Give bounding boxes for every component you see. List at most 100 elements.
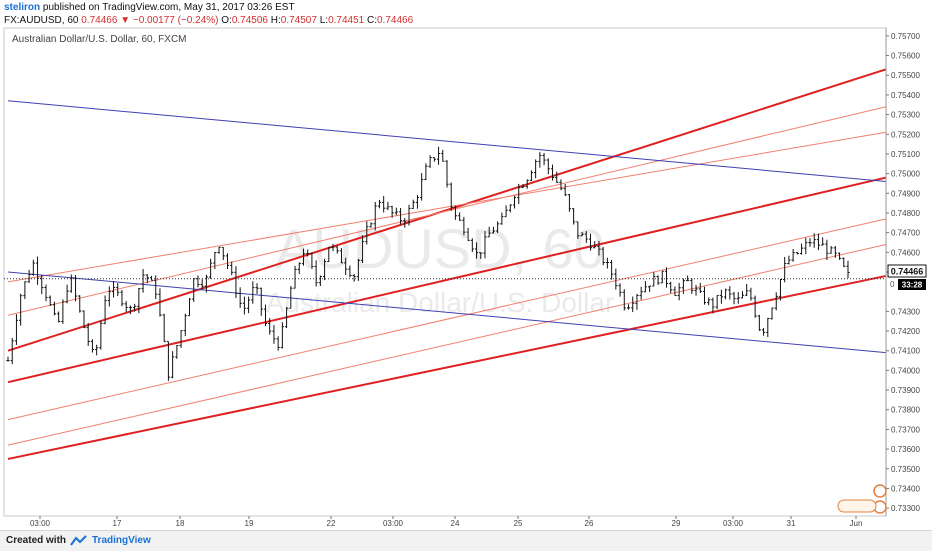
candle: [846, 260, 850, 279]
publisher-username[interactable]: steliron: [4, 2, 41, 13]
candle: [48, 295, 52, 306]
candle: [707, 297, 711, 306]
candle: [491, 226, 496, 234]
price-tick-label: 0.75200: [891, 130, 920, 139]
candle: [251, 281, 255, 304]
flag-icon[interactable]: [873, 484, 887, 498]
candle: [804, 237, 808, 255]
candle: [504, 205, 508, 218]
candle: [386, 201, 390, 211]
candle: [555, 171, 559, 184]
candle: [799, 243, 804, 255]
candle: [842, 257, 846, 268]
candle: [550, 164, 555, 181]
candle: [643, 281, 647, 293]
candle: [479, 252, 483, 259]
candle: [289, 286, 293, 309]
candle-series[interactable]: [6, 146, 850, 381]
candle: [496, 221, 500, 234]
trendline-thick[interactable]: [7, 68, 887, 352]
candle: [44, 284, 48, 302]
candle: [352, 273, 356, 282]
candle: [69, 274, 73, 293]
trendline-thick[interactable]: [7, 176, 887, 384]
candle: [462, 216, 466, 236]
candle: [702, 286, 707, 305]
tradingview-brand-link[interactable]: TradingView: [92, 535, 151, 546]
candle: [268, 318, 272, 335]
candle: [648, 285, 652, 292]
price-tick-label: 0.75000: [891, 170, 920, 179]
time-tick-label: 26: [585, 519, 594, 528]
candle: [588, 233, 593, 251]
price-chart[interactable]: AUDUSD, 60 Australian Dollar/U.S. Dollar…: [0, 0, 932, 530]
candle: [466, 227, 470, 242]
price-tick-label: 0.75400: [891, 91, 920, 100]
trendline-thick[interactable]: [7, 274, 887, 460]
candle: [761, 327, 766, 336]
candle: [31, 259, 35, 276]
candle: [107, 286, 111, 307]
candle: [719, 289, 723, 304]
candle: [23, 281, 27, 300]
candle: [487, 226, 491, 238]
time-axis[interactable]: 03:00 17 18 19 22 03:00 24 25 26 29 03:00 31 Jun: [30, 516, 862, 528]
candle: [103, 295, 107, 325]
time-tick-label: 17: [113, 519, 122, 528]
candle: [723, 288, 728, 300]
watermark-name: Australian Dollar/U.S. Dollar: [266, 287, 615, 318]
candle: [116, 282, 120, 297]
symbol-name: FX:AUDUSD, 60: [4, 15, 79, 26]
candle: [124, 301, 128, 313]
candle: [209, 258, 213, 279]
candle: [766, 317, 770, 338]
candle: [411, 199, 415, 210]
chart-header: steliron published on TradingView.com, M…: [0, 0, 932, 28]
candle: [179, 330, 183, 348]
candle: [593, 241, 597, 249]
created-with-label: Created with: [6, 535, 67, 546]
trendline-blue[interactable]: [7, 100, 887, 182]
candle: [344, 257, 348, 276]
publisher-line: steliron published on TradingView.com, M…: [4, 2, 295, 13]
candle: [715, 294, 719, 310]
footer-bar: Created with TradingView: [0, 530, 932, 551]
candle: [73, 275, 78, 302]
candle: [128, 305, 133, 315]
candle: [521, 184, 525, 189]
candle: [360, 235, 365, 263]
candle: [145, 274, 149, 284]
candle: [711, 297, 715, 314]
candle: [512, 195, 517, 209]
candle: [652, 272, 656, 287]
price-axis[interactable]: 0.75700 0.75600 0.75500 0.75400 0.75300 0.752…: [886, 32, 920, 513]
down-arrow-icon: ▼: [120, 15, 131, 26]
candle: [740, 291, 745, 299]
time-tick-label: 29: [672, 519, 681, 528]
candle: [757, 314, 761, 331]
candle: [335, 246, 339, 254]
time-tick-label: Jun: [850, 519, 863, 528]
candle: [626, 304, 631, 310]
last-price-tag-label: 0.74466: [891, 267, 924, 277]
candle: [82, 310, 86, 329]
price-tick-label: 0.74800: [891, 209, 920, 218]
candle: [534, 159, 538, 179]
candle: [394, 207, 398, 216]
candle: [158, 288, 162, 317]
trendline-blue[interactable]: [7, 271, 887, 354]
candle: [183, 313, 187, 337]
candle: [255, 283, 259, 294]
trendline-thin[interactable]: [7, 243, 887, 446]
event-badge[interactable]: [837, 499, 877, 513]
candle: [420, 173, 424, 201]
candle: [458, 212, 462, 221]
candle: [778, 278, 783, 301]
price-tick-label: 0.74700: [891, 229, 920, 238]
price-tick-label: 0.73800: [891, 406, 920, 415]
trendline-thin[interactable]: [7, 218, 887, 421]
candle: [656, 275, 660, 285]
trendline-thin[interactable]: [7, 131, 887, 283]
candle: [369, 222, 373, 228]
candle: [78, 295, 82, 313]
